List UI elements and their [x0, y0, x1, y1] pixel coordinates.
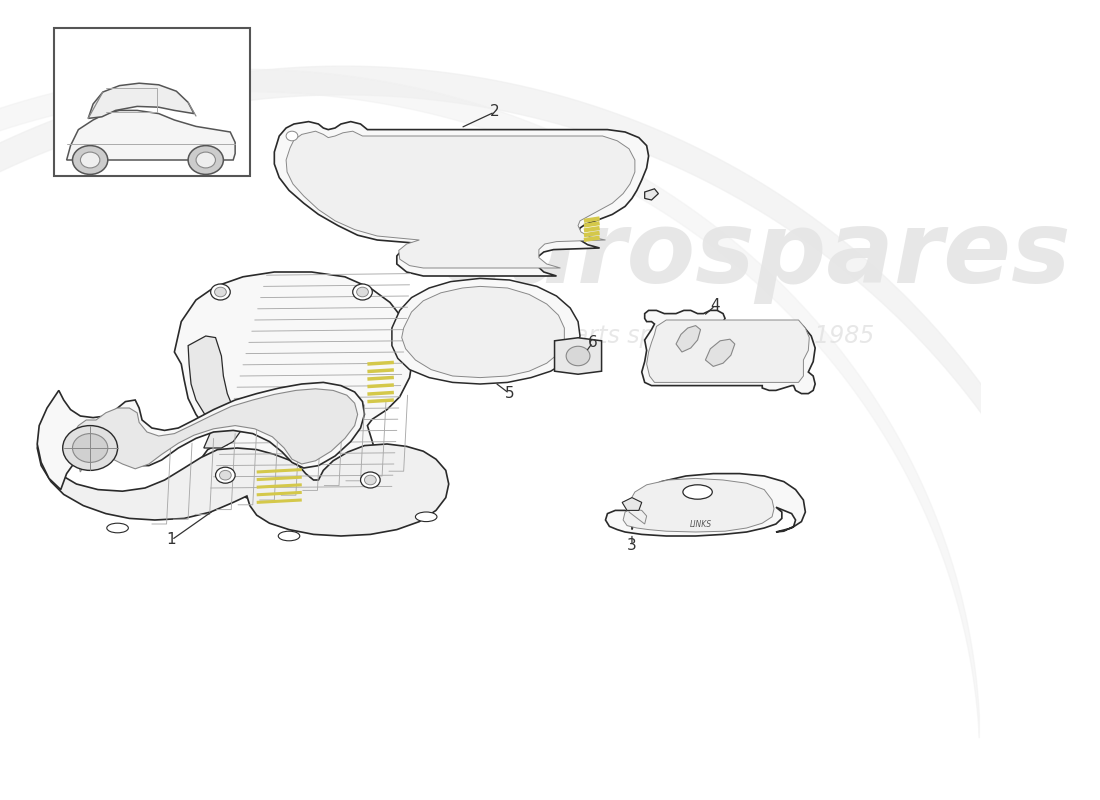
Circle shape	[364, 475, 376, 485]
Polygon shape	[605, 474, 805, 536]
Polygon shape	[286, 131, 635, 268]
Polygon shape	[647, 320, 810, 382]
Polygon shape	[188, 336, 240, 448]
Ellipse shape	[416, 512, 437, 522]
Text: 6: 6	[587, 335, 597, 350]
Polygon shape	[402, 286, 564, 378]
Text: 3: 3	[627, 538, 637, 553]
Text: a parts specialist since 1985: a parts specialist since 1985	[537, 324, 874, 348]
Polygon shape	[67, 110, 235, 160]
Ellipse shape	[683, 485, 713, 499]
Circle shape	[566, 346, 590, 366]
Polygon shape	[37, 382, 364, 490]
Circle shape	[73, 146, 108, 174]
Polygon shape	[676, 326, 701, 352]
Circle shape	[361, 472, 381, 488]
Circle shape	[80, 152, 100, 168]
Circle shape	[73, 434, 108, 462]
Polygon shape	[645, 189, 659, 200]
Polygon shape	[705, 339, 735, 366]
Text: 5: 5	[505, 386, 515, 401]
Bar	[54, 28, 250, 176]
Polygon shape	[641, 310, 815, 394]
Ellipse shape	[107, 523, 129, 533]
Ellipse shape	[278, 531, 300, 541]
Polygon shape	[623, 498, 641, 510]
Circle shape	[214, 287, 227, 297]
Circle shape	[63, 426, 118, 470]
Polygon shape	[623, 478, 774, 532]
Polygon shape	[274, 122, 649, 276]
Circle shape	[356, 287, 369, 297]
Circle shape	[353, 284, 372, 300]
Text: 4: 4	[711, 298, 720, 313]
Text: eurospares: eurospares	[438, 207, 1070, 305]
Polygon shape	[88, 83, 194, 118]
Circle shape	[210, 284, 230, 300]
Polygon shape	[554, 338, 602, 374]
Polygon shape	[392, 278, 580, 384]
Circle shape	[188, 146, 223, 174]
Circle shape	[220, 470, 231, 480]
Circle shape	[216, 467, 235, 483]
Text: LINKS: LINKS	[690, 520, 712, 530]
Circle shape	[286, 131, 298, 141]
Polygon shape	[74, 389, 358, 472]
Polygon shape	[175, 272, 414, 504]
Circle shape	[196, 152, 216, 168]
Text: 2: 2	[490, 105, 499, 119]
Polygon shape	[37, 424, 449, 536]
Text: 1: 1	[166, 533, 176, 547]
